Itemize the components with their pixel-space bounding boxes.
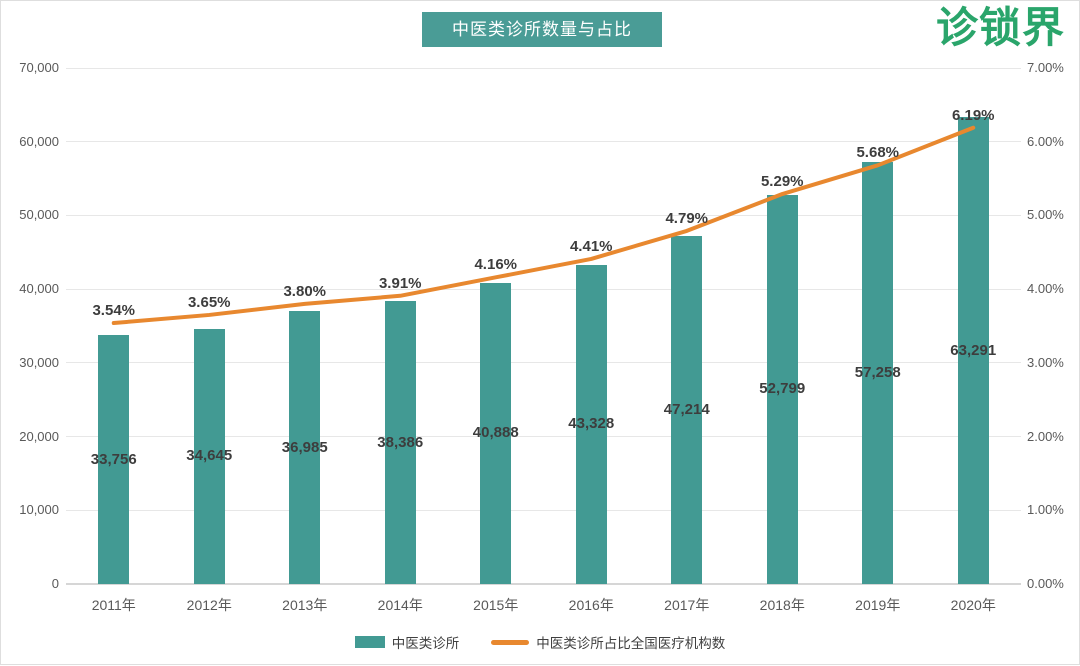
line-point-label: 3.65% [187,293,231,311]
x-axis-label: 2017年 [664,597,710,613]
line-point-label: 5.68% [856,144,900,162]
y-axis-right-label: 1.00% [1027,502,1064,518]
bar-value-label: 57,258 [854,363,901,381]
y-axis-right-label: 6.00% [1027,133,1064,149]
bar-value-label: 38,386 [377,433,424,451]
y-axis-right-label: 7.00% [1027,60,1064,75]
y-axis-left-label: 60,000 [19,133,59,149]
x-axis-label: 2020年 [950,597,996,613]
x-axis-label: 2013年 [282,597,328,613]
legend-item: 中医类诊所 [354,632,460,652]
x-axis-label: 2014年 [377,597,423,613]
y-axis-left-label: 0 [51,576,59,591]
legend-label: 中医类诊所 [391,636,460,651]
bar-value-label: 43,328 [568,415,615,433]
line-point-label: 5.29% [760,173,804,191]
y-axis-left-label: 30,000 [19,354,59,370]
line-point-label: 4.79% [665,209,709,227]
grid-line [66,67,1021,69]
grid-line [66,436,1021,438]
x-axis-label: 2019年 [855,597,901,613]
bar-value-label: 33,756 [90,450,137,468]
bar [384,301,416,584]
grid-line [66,141,1021,143]
line-point-label: 3.91% [378,274,422,292]
bar-value-label: 47,214 [663,400,710,418]
legend: 中医类诊所 中医类诊所占比全国医疗机构数 [1,632,1079,652]
grid-line [66,362,1021,364]
line-point-label: 6.19% [951,106,995,124]
legend-line-swatch [491,639,530,645]
y-axis-right-label: 2.00% [1027,428,1064,444]
x-axis-label: 2016年 [568,597,614,613]
grid-line [66,509,1021,511]
logo: 诊锁界 [935,4,1065,51]
x-axis-label: 2018年 [759,597,805,613]
line-point-label: 4.41% [569,237,613,255]
line-point-label: 4.16% [474,256,518,274]
y-axis-left-label: 50,000 [19,207,59,223]
legend-label: 中医类诊所占比全国医疗机构数 [536,636,726,651]
bar-value-label: 63,291 [950,341,997,359]
bar-value-label: 40,888 [472,424,519,442]
legend-item: 中医类诊所占比全国医疗机构数 [491,632,725,652]
bar [193,328,225,584]
x-axis-line [66,583,1021,585]
line-point-label: 3.80% [283,282,327,300]
y-axis-left-label: 20,000 [19,428,59,444]
bar-value-label: 52,799 [759,380,806,398]
y-axis-right-label: 5.00% [1027,207,1064,223]
bar-value-label: 36,985 [281,438,328,456]
y-axis-left-label: 70,000 [19,60,59,75]
bar [289,311,321,584]
y-axis-left-label: 40,000 [19,281,59,297]
bar-value-label: 34,645 [186,447,233,465]
y-axis-right-label: 0.00% [1027,576,1064,591]
y-axis-right-label: 4.00% [1027,281,1064,297]
x-axis-label: 2015年 [473,597,519,613]
line-point-label: 3.54% [92,302,136,320]
y-axis-left-label: 10,000 [19,502,59,518]
y-axis-right-label: 3.00% [1027,354,1064,370]
bar [480,282,512,584]
x-axis-label: 2011年 [91,597,136,613]
chart-title: 中医类诊所数量与占比 [422,12,662,47]
bar [98,335,130,584]
legend-bar-swatch [354,636,385,648]
x-axis-label: 2012年 [186,597,232,613]
